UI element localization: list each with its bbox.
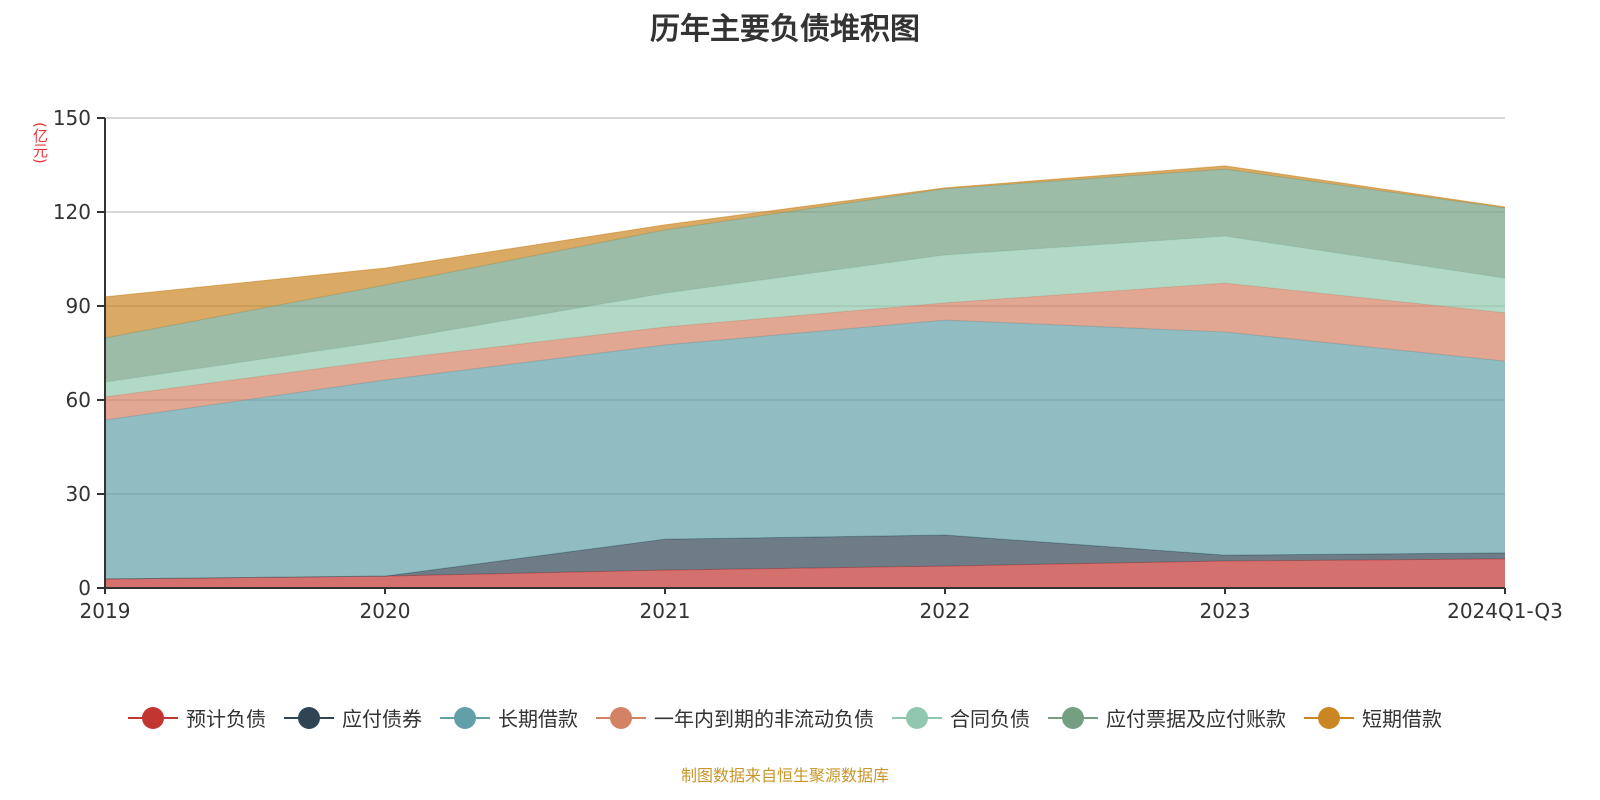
area-4: [105, 236, 1505, 397]
y-tick-label: 30: [66, 482, 91, 506]
legend-label: 长期借款: [498, 707, 578, 731]
legend: 预计负债 应付债券 长期借款 一年内到期的非流动负债 合同负债 应付票据及应付账款 短期借款: [0, 703, 1570, 732]
area-2: [105, 320, 1505, 579]
x-tick-label: 2020: [360, 599, 411, 623]
data-source-note: 制图数据来自恒生聚源数据库: [680, 766, 889, 785]
legend-marker-icon: [284, 706, 334, 730]
area-3: [105, 283, 1505, 421]
y-tick-label: 120: [53, 200, 91, 224]
legend-label: 应付债券: [342, 707, 422, 731]
legend-item[interactable]: 长期借款: [440, 703, 578, 732]
area-line-6: [104, 165, 1506, 298]
legend-item[interactable]: 一年内到期的非流动负债: [596, 703, 874, 732]
legend-item[interactable]: 合同负债: [892, 703, 1030, 732]
x-tick-label: 2019: [80, 599, 131, 623]
legend-item[interactable]: 预计负债: [128, 703, 266, 732]
legend-marker-icon: [128, 706, 178, 730]
chart-title: 历年主要负债堆积图: [650, 12, 920, 47]
y-tick-label: 90: [66, 294, 91, 318]
y-tick-label: 150: [53, 106, 91, 130]
area-5: [105, 169, 1505, 383]
x-tick-label: 2023: [1200, 599, 1251, 623]
legend-label: 一年内到期的非流动负债: [654, 707, 874, 731]
legend-marker-icon: [1048, 706, 1098, 730]
legend-label: 预计负债: [186, 707, 266, 731]
legend-label: 短期借款: [1362, 707, 1442, 731]
area-1: [105, 535, 1505, 579]
y-tick-label: 0: [78, 576, 91, 600]
legend-label: 应付票据及应付账款: [1106, 707, 1286, 731]
legend-marker-icon: [1304, 706, 1354, 730]
legend-item[interactable]: 应付票据及应付账款: [1048, 703, 1286, 732]
legend-item[interactable]: 短期借款: [1304, 703, 1442, 732]
area-line-1: [104, 534, 1506, 580]
x-tick-label: 2024Q1-Q3: [1447, 599, 1563, 623]
legend-item[interactable]: 应付债券: [284, 703, 422, 732]
legend-marker-icon: [596, 706, 646, 730]
area-0: [105, 558, 1505, 588]
legend-label: 合同负债: [950, 707, 1030, 731]
x-tick-label: 2021: [640, 599, 691, 623]
y-tick-label: 60: [66, 388, 91, 412]
legend-marker-icon: [892, 706, 942, 730]
legend-marker-icon: [440, 706, 490, 730]
y-axis-unit: (亿元): [31, 122, 49, 164]
x-tick-label: 2022: [920, 599, 971, 623]
